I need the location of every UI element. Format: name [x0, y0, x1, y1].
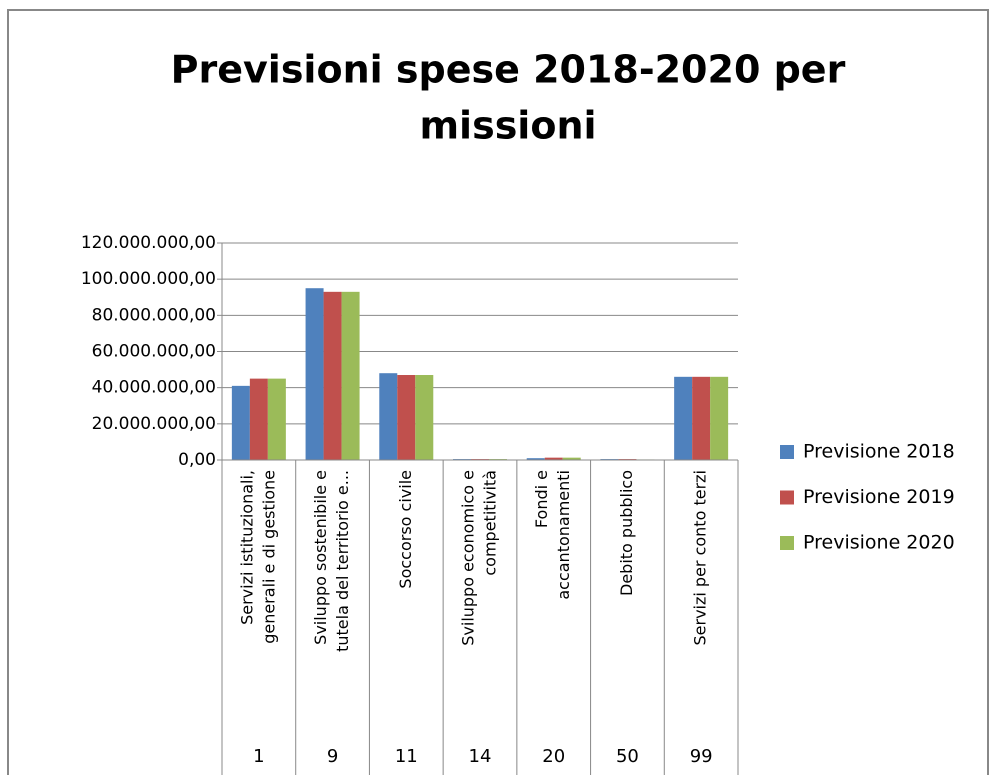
x-category-label: generali e di gestione: [259, 470, 278, 644]
x-category-label: competitività: [481, 470, 500, 576]
y-tick-label: 100.000.000,00: [81, 269, 216, 289]
legend-label: Previsione 2019: [803, 486, 955, 508]
x-category-label: Soccorso civile: [396, 470, 415, 589]
legend-label: Previsione 2020: [803, 532, 955, 554]
x-tick-label: 1: [253, 746, 264, 767]
y-tick-label: 0,00: [178, 450, 216, 470]
legend-swatch: [780, 536, 794, 550]
x-category-label: Sviluppo economico e: [459, 470, 478, 646]
chart-border: [7, 9, 989, 775]
x-tick-label: 50: [616, 746, 639, 767]
x-tick-label: 9: [327, 746, 338, 767]
chart-title: missioni: [419, 104, 596, 148]
chart-title: Previsioni spese 2018-2020 per: [171, 48, 846, 92]
bar: [231, 385, 250, 460]
bar: [249, 378, 268, 460]
y-tick-label: 60.000.000,00: [92, 342, 216, 362]
bar: [674, 376, 693, 460]
bar: [692, 376, 711, 460]
bar: [526, 458, 545, 460]
x-tick-label: 99: [690, 746, 713, 767]
bar: [341, 291, 360, 460]
x-tick-label: 14: [469, 746, 492, 767]
x-tick-label: 20: [542, 746, 565, 767]
bar: [397, 375, 416, 460]
bar: [544, 457, 563, 460]
bar: [415, 375, 434, 460]
bar: [305, 288, 324, 460]
bar: [267, 378, 286, 460]
y-tick-label: 120.000.000,00: [81, 233, 216, 253]
x-tick-label: 11: [395, 746, 418, 767]
x-category-label: tutela del territorio e...: [333, 470, 352, 652]
legend-label: Previsione 2018: [803, 441, 955, 463]
x-category-label: Servizi istituzionali,: [237, 470, 256, 625]
x-category-label: Servizi per conto terzi: [691, 470, 710, 646]
bar: [562, 457, 581, 460]
y-tick-label: 40.000.000,00: [92, 378, 216, 398]
legend-swatch: [780, 445, 794, 459]
legend-swatch: [780, 490, 794, 505]
x-category-label: Debito pubblico: [617, 470, 636, 596]
y-tick-label: 80.000.000,00: [92, 305, 216, 325]
bar: [379, 373, 398, 460]
x-category-label: accantonamenti: [554, 470, 573, 600]
bar: [710, 376, 729, 460]
x-category-label: Fondi e: [532, 470, 551, 528]
bar: [323, 291, 342, 460]
x-category-label: Sviluppo sostenibile e: [311, 470, 330, 645]
y-tick-label: 20.000.000,00: [92, 414, 216, 434]
